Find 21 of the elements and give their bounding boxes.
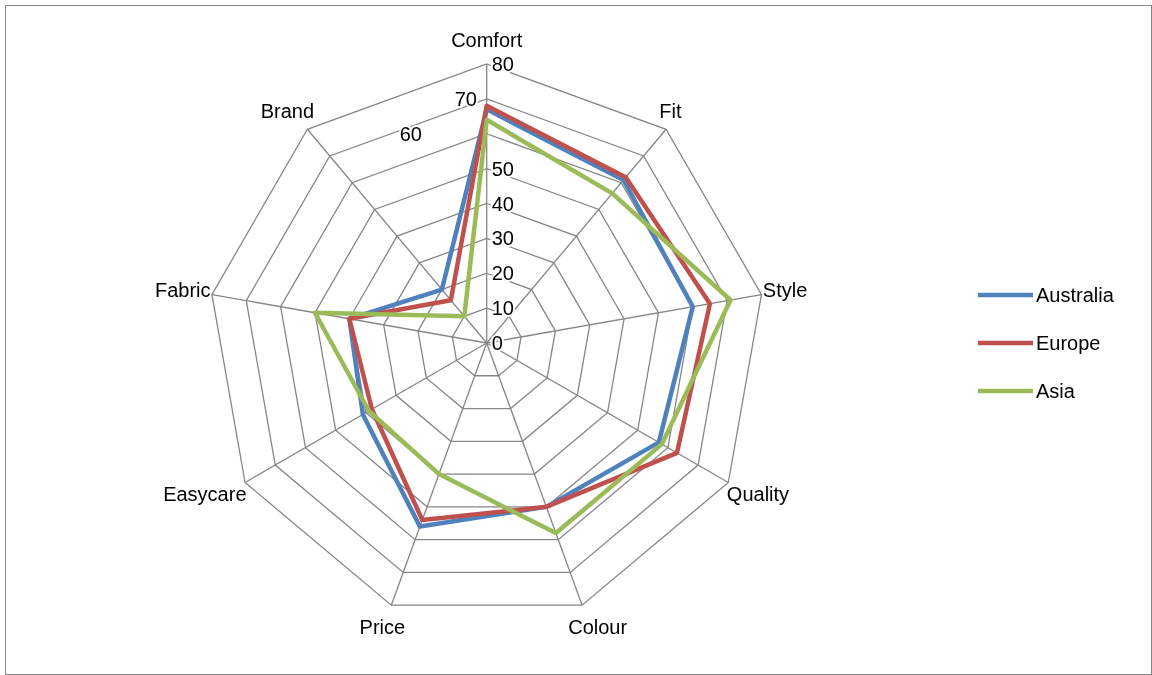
spoke-label: Price	[359, 616, 406, 639]
spoke-label: Quality	[726, 483, 790, 506]
y-tick-label: 0	[491, 332, 503, 354]
y-tick-label: 30	[491, 227, 514, 250]
y-tick-label: 50	[491, 157, 514, 180]
spoke-label: Colour	[568, 616, 628, 639]
y-tick-label: 10	[491, 297, 514, 320]
spoke-label: Brand	[260, 100, 315, 123]
legend-label: Australia	[1036, 284, 1115, 306]
y-tick-label: 40	[491, 192, 514, 215]
spoke-label: Easycare	[163, 483, 247, 506]
y-tick-label: 80	[491, 53, 514, 75]
legend-label: Europe	[1036, 332, 1101, 354]
spoke-label: Fabric	[155, 279, 211, 302]
spoke-label: Fit	[659, 100, 682, 123]
y-tick-label: 20	[491, 262, 514, 285]
spoke-label: Comfort	[451, 29, 523, 52]
spoke-label: Style	[762, 279, 808, 302]
y-tick-label: 70	[454, 87, 477, 110]
legend-label: Asia	[1036, 380, 1076, 402]
y-tick-label: 60	[399, 122, 422, 145]
